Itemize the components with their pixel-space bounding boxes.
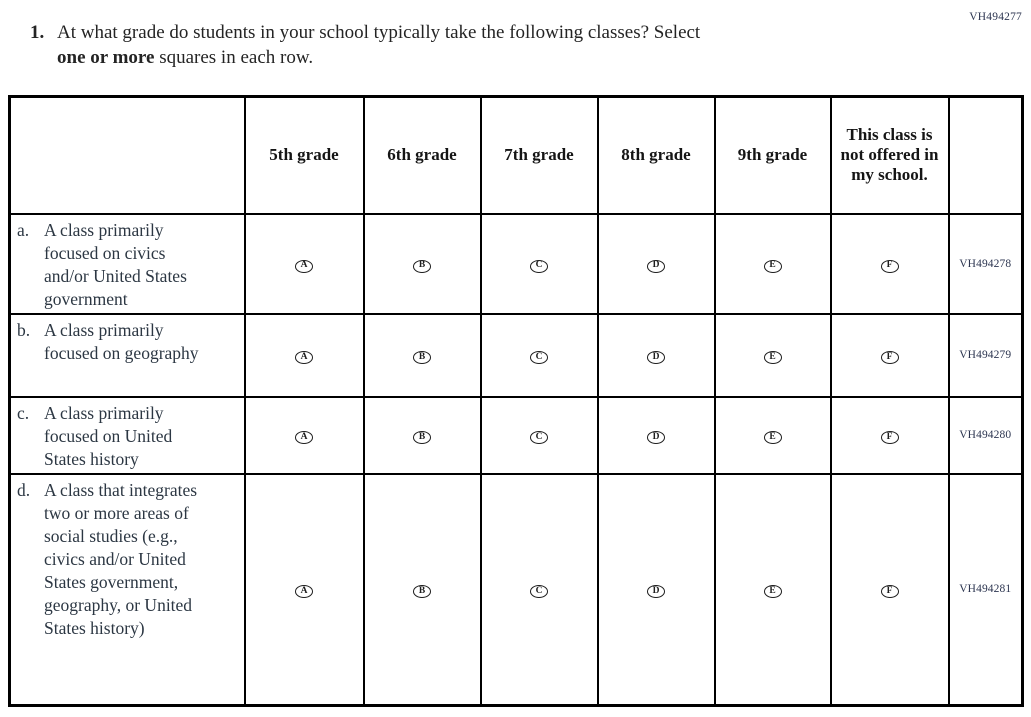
row-c-label-cell: c. A class primarily focused on United S… bbox=[8, 395, 246, 475]
table-row-b: b. A class primarily focused on geograph… bbox=[8, 312, 1024, 398]
row-a-code: VH494278 bbox=[947, 212, 1024, 315]
option-bubble-d[interactable]: D bbox=[647, 259, 665, 273]
row-d-cell-6th: B bbox=[362, 472, 482, 707]
option-bubble-b[interactable]: B bbox=[413, 431, 431, 445]
header-8th-grade: 8th grade bbox=[596, 95, 716, 215]
header-code-column bbox=[947, 95, 1024, 215]
option-bubble-f[interactable]: F bbox=[880, 351, 899, 365]
option-bubble-b[interactable]: B bbox=[413, 259, 431, 273]
table-row-d: d. A class that integrates two or more a… bbox=[8, 472, 1024, 707]
row-d-cell-9th: E bbox=[713, 472, 832, 707]
header-5th-grade: 5th grade bbox=[243, 95, 365, 215]
row-a-letter: a. bbox=[17, 219, 30, 240]
header-row: 5th grade 6th grade 7th grade 8th grade … bbox=[8, 95, 1024, 215]
row-c-cell-not-offered: F bbox=[829, 395, 950, 475]
option-bubble-b[interactable]: B bbox=[413, 351, 431, 365]
header-7th-grade: 7th grade bbox=[479, 95, 599, 215]
row-b-cell-6th: B bbox=[362, 312, 482, 398]
header-9th-grade: 9th grade bbox=[713, 95, 832, 215]
row-b-letter: b. bbox=[17, 319, 31, 340]
row-a-cell-7th: C bbox=[479, 212, 599, 315]
row-b-cell-9th: E bbox=[713, 312, 832, 398]
row-b-label-cell: b. A class primarily focused on geograph… bbox=[8, 312, 246, 398]
option-bubble-d[interactable]: D bbox=[647, 351, 665, 365]
row-c-cell-7th: C bbox=[479, 395, 599, 475]
row-d-cell-8th: D bbox=[596, 472, 716, 707]
row-c-letter: c. bbox=[17, 402, 30, 423]
row-a-cell-5th: A bbox=[243, 212, 365, 315]
row-d-letter: d. bbox=[17, 479, 31, 500]
row-c-cell-5th: A bbox=[243, 395, 365, 475]
row-a-cell-9th: E bbox=[713, 212, 832, 315]
table-row-c: c. A class primarily focused on United S… bbox=[8, 395, 1024, 475]
header-stub bbox=[8, 95, 246, 215]
option-bubble-e[interactable]: E bbox=[763, 431, 782, 445]
table-row-a: a. A class primarily focused on civics a… bbox=[8, 212, 1024, 315]
question-text-bold: one or more bbox=[57, 47, 155, 68]
question-block: 1. At what grade do students in your sch… bbox=[30, 20, 930, 70]
option-bubble-f[interactable]: F bbox=[880, 259, 899, 273]
option-bubble-c[interactable]: C bbox=[530, 431, 548, 445]
option-bubble-d[interactable]: D bbox=[647, 585, 665, 599]
row-a-label-cell: a. A class primarily focused on civics a… bbox=[8, 212, 246, 315]
row-a-label: A class primarily focused on civics and/… bbox=[44, 219, 187, 309]
row-a-cell-not-offered: F bbox=[829, 212, 950, 315]
question-text-line2: squares in each row. bbox=[159, 47, 314, 68]
option-bubble-c[interactable]: C bbox=[530, 351, 548, 365]
option-bubble-c[interactable]: C bbox=[530, 259, 548, 273]
option-bubble-e[interactable]: E bbox=[763, 259, 782, 273]
option-bubble-c[interactable]: C bbox=[530, 585, 548, 599]
header-6th-grade: 6th grade bbox=[362, 95, 482, 215]
row-d-cell-7th: C bbox=[479, 472, 599, 707]
row-b-label: A class primarily focused on geography bbox=[44, 319, 199, 363]
option-bubble-a[interactable]: A bbox=[295, 351, 313, 365]
form-item-code: VH494277 bbox=[969, 11, 1022, 23]
question-text: At what grade do students in your school… bbox=[57, 20, 930, 70]
option-bubble-a[interactable]: A bbox=[295, 431, 313, 445]
row-b-cell-7th: C bbox=[479, 312, 599, 398]
row-c-code: VH494280 bbox=[947, 395, 1024, 475]
row-c-cell-8th: D bbox=[596, 395, 716, 475]
option-bubble-f[interactable]: F bbox=[880, 585, 899, 599]
row-b-code: VH494279 bbox=[947, 312, 1024, 398]
row-b-cell-8th: D bbox=[596, 312, 716, 398]
row-d-cell-not-offered: F bbox=[829, 472, 950, 707]
option-bubble-b[interactable]: B bbox=[413, 585, 431, 599]
question-text-line1: At what grade do students in your school… bbox=[57, 22, 701, 43]
option-bubble-e[interactable]: E bbox=[763, 585, 782, 599]
row-a-cell-8th: D bbox=[596, 212, 716, 315]
row-b-cell-5th: A bbox=[243, 312, 365, 398]
row-b-cell-not-offered: F bbox=[829, 312, 950, 398]
option-bubble-a[interactable]: A bbox=[295, 259, 313, 273]
option-bubble-d[interactable]: D bbox=[647, 431, 665, 445]
row-d-cell-5th: A bbox=[243, 472, 365, 707]
row-c-cell-9th: E bbox=[713, 395, 832, 475]
row-c-label: A class primarily focused on United Stat… bbox=[44, 402, 173, 469]
row-d-label-cell: d. A class that integrates two or more a… bbox=[8, 472, 246, 707]
row-c-cell-6th: B bbox=[362, 395, 482, 475]
question-number: 1. bbox=[30, 22, 45, 43]
row-a-cell-6th: B bbox=[362, 212, 482, 315]
option-bubble-f[interactable]: F bbox=[880, 431, 899, 445]
option-bubble-e[interactable]: E bbox=[763, 351, 782, 365]
row-d-label: A class that integrates two or more area… bbox=[44, 479, 198, 638]
row-d-code: VH494281 bbox=[947, 472, 1024, 707]
grade-matrix-table: 5th grade 6th grade 7th grade 8th grade … bbox=[8, 95, 1024, 707]
option-bubble-a[interactable]: A bbox=[295, 585, 313, 599]
header-not-offered: This class is not offered in my school. bbox=[829, 95, 950, 215]
